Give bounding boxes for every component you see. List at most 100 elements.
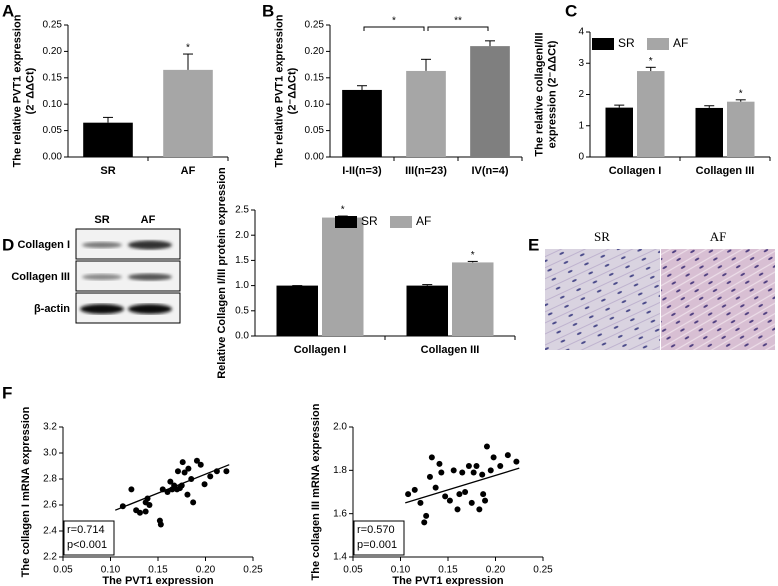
- x-tick-label: 0.10: [391, 565, 411, 576]
- point: [513, 458, 520, 465]
- point: [197, 461, 204, 468]
- point: [450, 467, 457, 474]
- point: [167, 478, 174, 485]
- y-tick-label: 2.2: [43, 552, 57, 563]
- bar: [727, 101, 755, 157]
- point: [432, 484, 439, 491]
- regression-line: [115, 464, 230, 511]
- x-tick-label: Collagen I: [609, 165, 662, 177]
- y-tick-label: 0.15: [43, 72, 63, 83]
- point: [193, 457, 200, 464]
- band: [128, 240, 172, 250]
- y-tick-label: 0.25: [43, 20, 63, 31]
- significance-marker: *: [739, 88, 743, 99]
- point: [428, 454, 435, 461]
- y-tick-label: 1.5: [235, 255, 249, 266]
- y-tick-label: 0.05: [43, 125, 63, 136]
- y-tick-label: 3: [578, 58, 584, 69]
- point: [490, 454, 497, 461]
- panel-letter: D: [2, 235, 14, 254]
- x-tick-label: AF: [181, 165, 196, 177]
- legend-label: AF: [416, 214, 431, 228]
- legend-swatch: [390, 216, 412, 228]
- y-tick-label: 0.20: [43, 46, 63, 57]
- y-tick-label: 0.5: [235, 305, 249, 316]
- y-tick-label: 2: [578, 89, 584, 100]
- y-tick-label: 0.20: [305, 46, 325, 57]
- y-tick-label: 1: [578, 120, 584, 131]
- point: [181, 469, 188, 476]
- x-tick-label: IV(n=4): [472, 165, 509, 177]
- x-tick-label: 0.25: [533, 565, 553, 576]
- stat-box: [63, 520, 115, 556]
- row-label: β-actin: [34, 303, 70, 315]
- y-tick-label: 2.0: [333, 422, 347, 433]
- bar: [637, 71, 665, 157]
- point: [459, 469, 466, 476]
- y-axis-label: Relative Collagen I/III protein expressi…: [216, 167, 228, 379]
- x-tick-label: 0.05: [53, 565, 73, 576]
- y-tick-label: 0.15: [305, 72, 325, 83]
- y-tick-label: 0.00: [43, 152, 63, 163]
- y-axis-label: expression (2⁻ΔΔCt): [546, 40, 558, 148]
- band: [128, 304, 172, 314]
- point: [436, 460, 443, 467]
- point: [136, 509, 143, 516]
- y-axis-label: The relative PVT1 expression: [273, 14, 285, 167]
- bar: [322, 217, 364, 336]
- x-tick-label: 0.20: [196, 565, 216, 576]
- point: [426, 473, 433, 480]
- band: [80, 304, 124, 314]
- bar: [605, 107, 633, 157]
- x-tick-label: 0.10: [101, 565, 121, 576]
- legend-swatch: [647, 38, 669, 50]
- point: [504, 452, 511, 459]
- point: [454, 506, 461, 513]
- histology: E SR AF: [528, 229, 775, 350]
- y-tick-label: 0.0: [235, 331, 249, 342]
- band: [128, 273, 172, 281]
- row-label: Collagen III: [11, 271, 70, 283]
- point: [421, 519, 428, 526]
- point: [174, 468, 181, 475]
- point: [473, 463, 480, 469]
- point: [487, 467, 494, 474]
- x-tick-label: 0.20: [486, 565, 506, 576]
- micrograph: [545, 249, 660, 350]
- point: [417, 499, 424, 506]
- micrograph: [661, 249, 775, 350]
- point: [480, 491, 487, 498]
- y-axis-label: The relative collagenI/III: [533, 32, 545, 156]
- legend-label: AF: [673, 36, 688, 50]
- bar: [470, 46, 510, 158]
- point: [185, 465, 192, 472]
- panel-letter: F: [2, 383, 12, 402]
- bar: [342, 89, 382, 157]
- point: [470, 469, 477, 476]
- point: [157, 521, 164, 528]
- y-axis-label: (2⁻ΔΔCt): [24, 67, 36, 114]
- significance-marker: **: [454, 16, 462, 27]
- lane-label: AF: [141, 214, 156, 226]
- bar: [276, 285, 318, 336]
- y-axis-label: The collagen III mRNA expression: [310, 403, 322, 580]
- y-tick-label: 1.6: [333, 508, 347, 519]
- x-tick-label: III(n=23): [405, 165, 447, 177]
- bar: [406, 285, 448, 336]
- x-tick-label: Collagen I: [294, 344, 347, 356]
- y-tick-label: 0.10: [305, 99, 325, 110]
- y-tick-label: 2.6: [43, 500, 57, 511]
- western-blot: SR AF Collagen I Collagen III β-actin: [11, 214, 181, 324]
- y-tick-label: 2.5: [235, 205, 249, 216]
- point: [462, 489, 469, 495]
- point: [456, 491, 463, 498]
- bar: [695, 107, 723, 157]
- x-tick-label: 0.05: [343, 565, 363, 576]
- point: [468, 499, 475, 506]
- point: [497, 463, 504, 469]
- point: [483, 443, 490, 450]
- y-axis-label: (2⁻ΔΔCt): [286, 67, 298, 114]
- y-tick-label: 1.4: [333, 552, 347, 563]
- point: [190, 499, 197, 506]
